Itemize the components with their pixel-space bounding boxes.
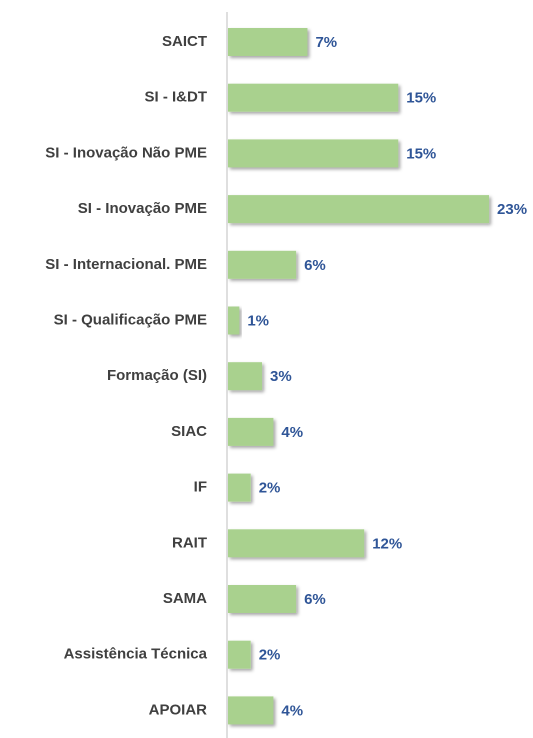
bar [228,417,274,446]
bar [228,529,365,558]
category-label: SAMA [163,590,207,607]
bar [228,473,251,502]
value-label: 1% [247,312,269,329]
category-label: IF [194,479,207,496]
bar [228,585,297,613]
value-label: 4% [281,424,303,441]
value-label: 7% [315,34,337,51]
bar [228,640,251,669]
value-label: 6% [304,591,326,608]
category-label: SAICT [162,33,207,50]
value-label: 23% [497,201,527,218]
bar [228,83,399,112]
value-label: 15% [406,90,436,107]
category-label: SI - Inovação Não PME [45,144,207,161]
value-label: 15% [406,145,436,162]
bar [228,28,308,56]
value-label: 6% [304,257,326,274]
category-label: Formação (SI) [107,367,207,384]
category-label: APOIAR [149,701,208,718]
value-label: 3% [270,368,292,385]
bar [228,139,399,168]
value-label: 4% [281,702,303,719]
category-label: SI - Qualificação PME [54,311,207,328]
value-label: 12% [372,535,402,552]
bar [228,696,274,725]
bar [228,362,263,391]
category-label: SI - I&DT [145,89,208,106]
value-label: 2% [259,480,281,497]
category-label: SI - Internacional. PME [45,256,207,273]
category-label: SIAC [171,423,207,440]
value-label: 2% [259,647,281,664]
category-label: Assistência Técnica [64,646,208,663]
bar [228,306,240,335]
bar [228,250,297,279]
category-label: RAIT [172,534,207,551]
bar [228,195,490,224]
category-label: SI - Inovação PME [78,200,207,217]
